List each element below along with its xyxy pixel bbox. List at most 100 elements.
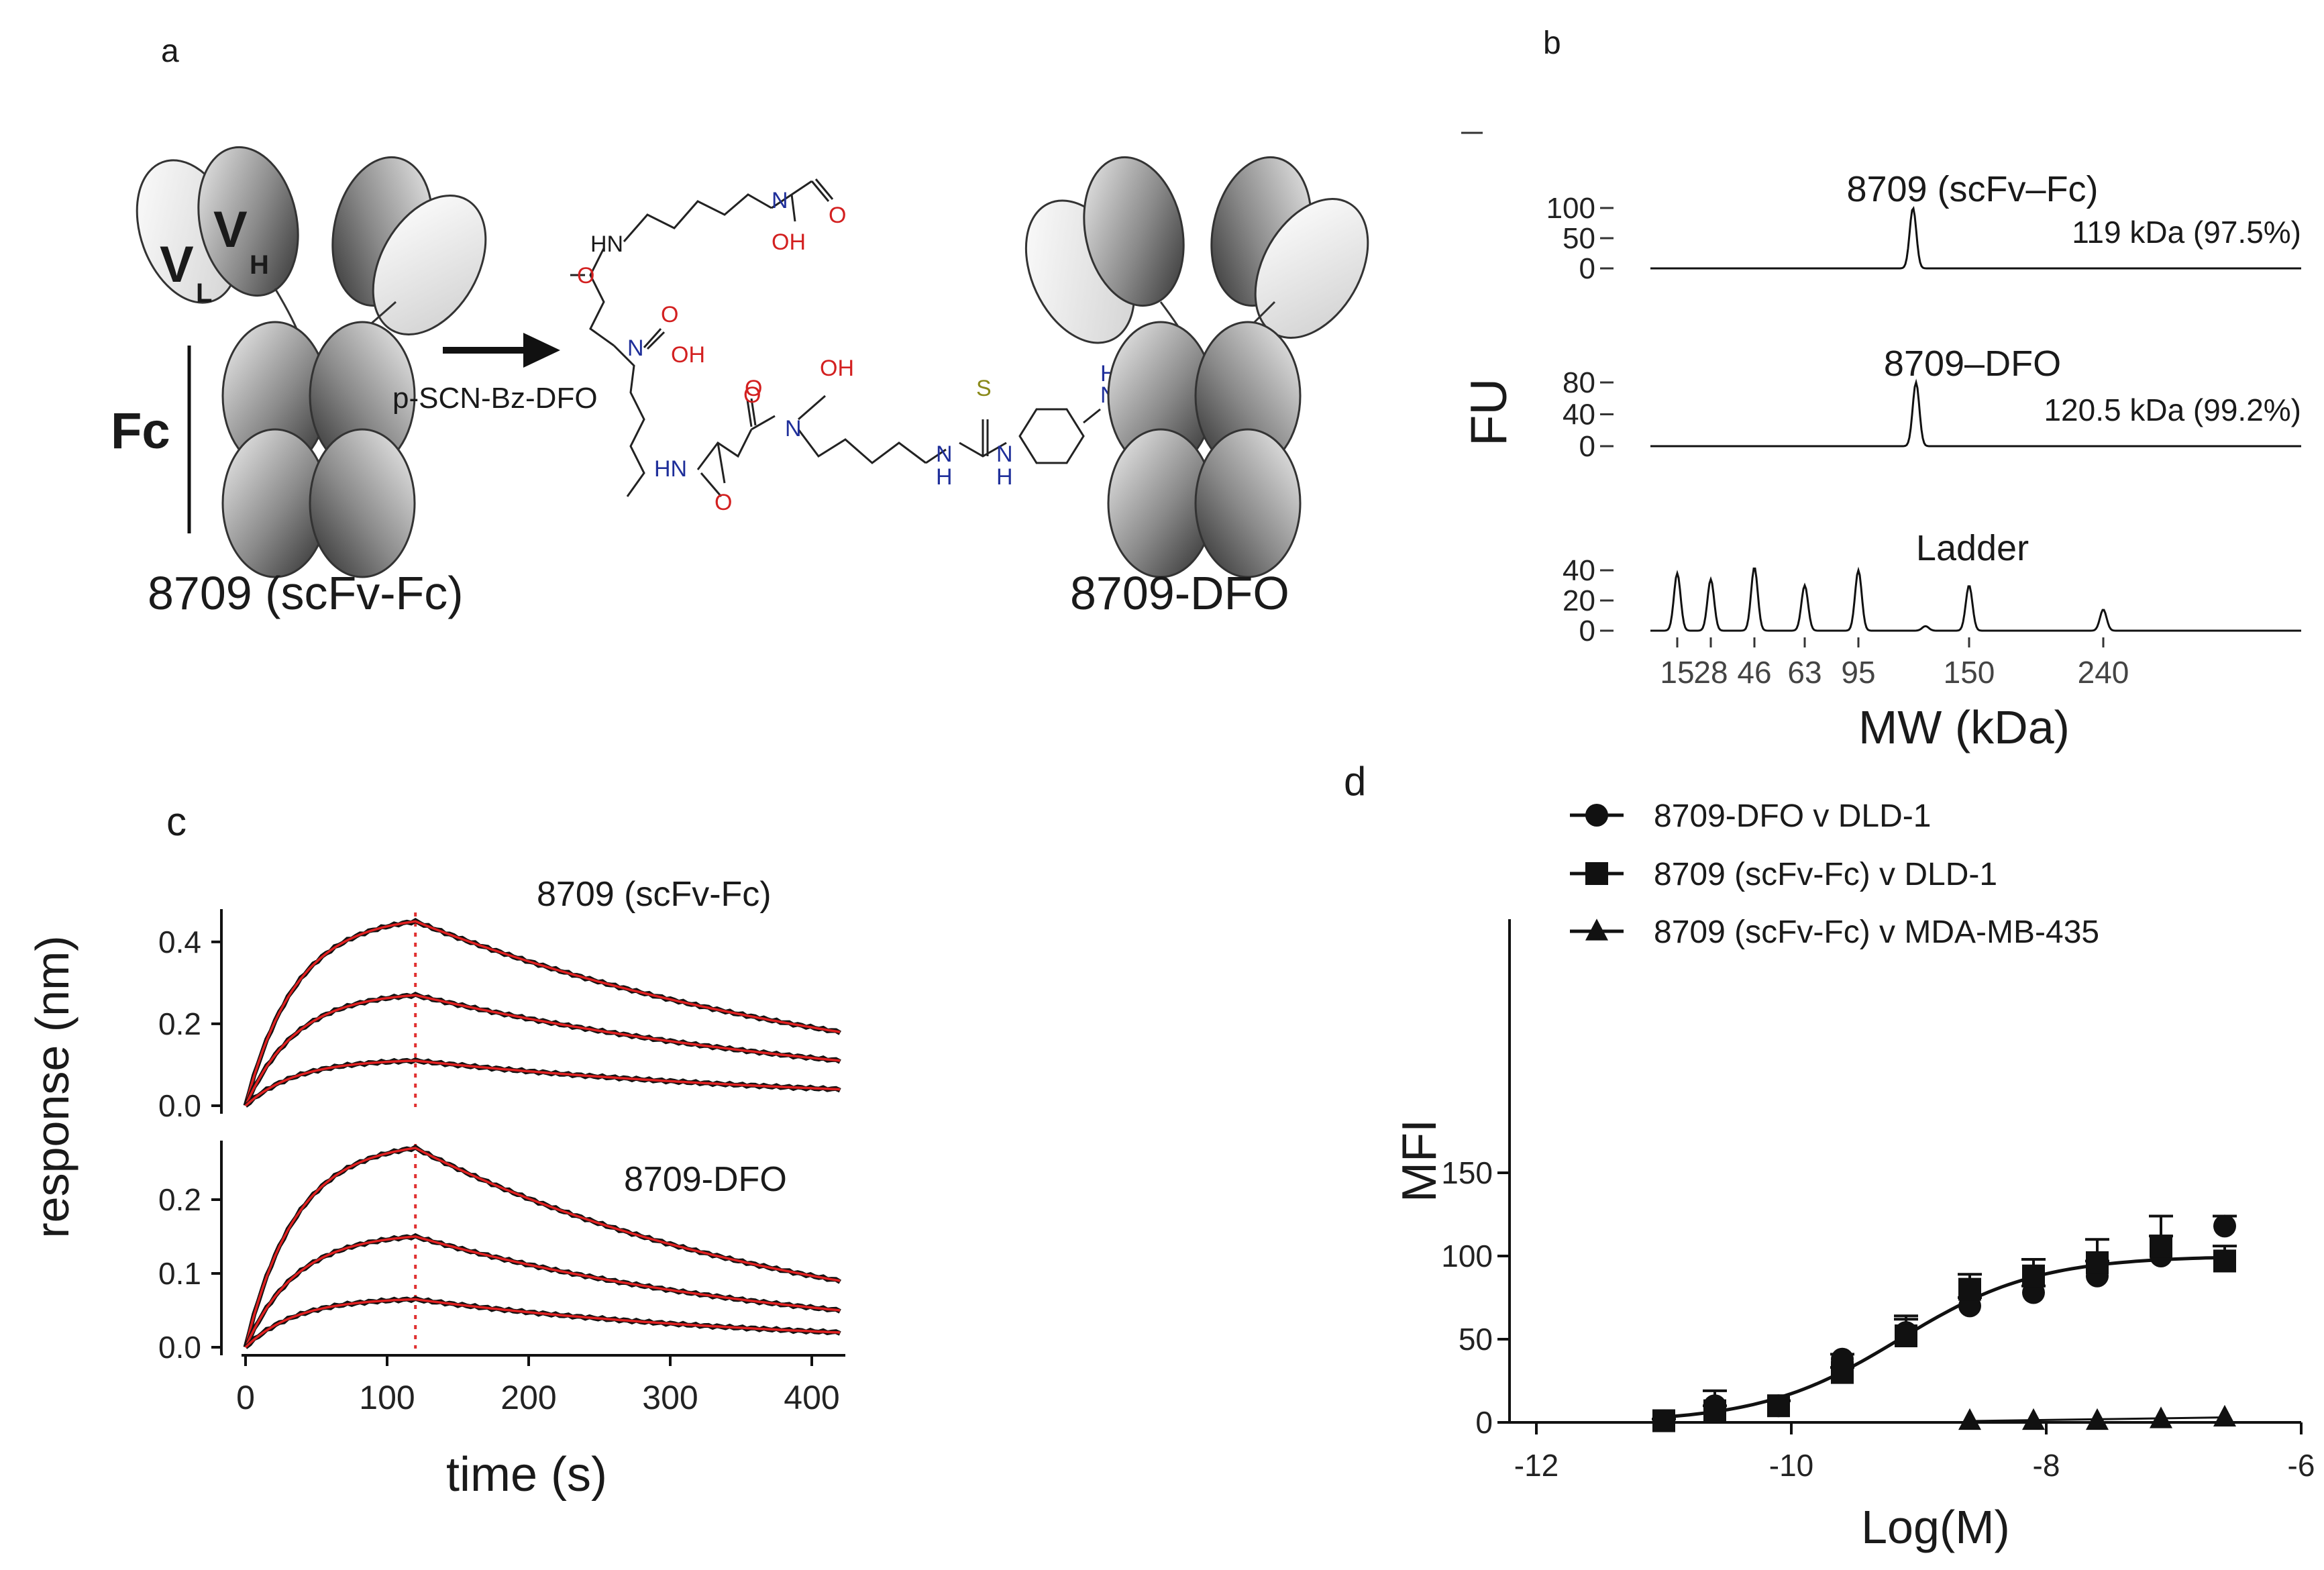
x-tick-label: -6 (2288, 1448, 2315, 1483)
fc-label: Fc (111, 403, 170, 460)
x-tick-label: -8 (2033, 1448, 2060, 1483)
trace-annotation: 119 kDa (97.5%) (2072, 215, 2301, 250)
trace-annotation: 120.5 kDa (99.2%) (2044, 392, 2301, 427)
marker-triangle (2150, 1406, 2172, 1428)
bioanalyzer-traces: 8709 (scFv–Fc)119 kDa (97.5%)1005008709–… (1546, 169, 2301, 690)
marker-triangle (1958, 1408, 1981, 1430)
fit-curve (1663, 1255, 2225, 1419)
marker-triangle (2022, 1408, 2045, 1430)
y-tick-label: 0.2 (158, 1006, 201, 1041)
x-tick-label: 400 (784, 1379, 839, 1416)
vl-subscript: L (196, 278, 212, 308)
marker-circle (2213, 1214, 2236, 1238)
y-tick-label: 50 (1563, 222, 1595, 255)
atom-label: N (627, 335, 644, 361)
y-tick-label: 40 (1563, 399, 1595, 431)
x-tick-label: 300 (642, 1379, 698, 1416)
marker-square (1831, 1361, 1854, 1384)
y-tick-label: 50 (1459, 1322, 1493, 1357)
marker-square (1895, 1324, 1917, 1348)
sensorgram-fit-line (244, 920, 841, 1106)
panel-c-bottom-title: 8709-DFO (624, 1160, 787, 1199)
domain-labels: V L V H Fc (111, 201, 269, 460)
marker-square (1958, 1277, 1981, 1301)
dfo-chemical-structure (570, 178, 1165, 497)
x-tick-label: 100 (359, 1379, 415, 1416)
x-tick-label: 240 (2078, 655, 2129, 690)
y-tick-label: 0.4 (158, 925, 201, 959)
atom-label: H (996, 464, 1013, 490)
panel-d: d MFI 150 100 50 0 -12 -10 -8 -6 8709-DFO v DLD… (1344, 759, 2315, 1553)
y-tick-label: 0.1 (158, 1256, 201, 1291)
trace-title: 8709–DFO (1884, 344, 2061, 384)
vh-label: V (213, 201, 248, 258)
x-tick-label: 46 (1737, 655, 1771, 690)
atom-label: S (976, 376, 992, 401)
antibody-dfo-illustration (1024, 156, 1369, 578)
sensorgram-fit-line (244, 1147, 841, 1348)
reaction-arrow (443, 333, 560, 368)
atom-label: HN (590, 231, 623, 257)
atom-label: O (577, 263, 594, 289)
atom-label: N (936, 441, 953, 467)
y-tick-label: 150 (1441, 1155, 1493, 1190)
x-tick-label: -10 (1769, 1448, 1813, 1483)
x-tick-label: 15 (1660, 655, 1694, 690)
atom-label: O (829, 203, 846, 228)
x-tick-label: 0 (236, 1379, 255, 1416)
atom-label: OH (820, 356, 854, 381)
marker-square (2213, 1249, 2236, 1273)
y-tick-label: 40 (1563, 554, 1595, 587)
panel-b: b FU 8709 (scFv–Fc)119 kDa (97.5%)100500… (1461, 25, 2301, 753)
atom-label: N (772, 188, 788, 213)
atom-label: N (785, 416, 802, 441)
atom-label: O (743, 382, 761, 408)
atom-label: HN (654, 456, 687, 482)
x-tick-label: 95 (1841, 655, 1875, 690)
y-tick-label: 0.2 (158, 1182, 201, 1217)
antibody-scfv-fc-illustration (136, 146, 487, 578)
y-tick-label: 100 (1441, 1239, 1493, 1273)
x-tick-label: -12 (1514, 1448, 1559, 1483)
panel-a-label: a (161, 34, 179, 69)
y-tick-label: 100 (1546, 192, 1595, 225)
marker-triangle (1585, 919, 1608, 941)
antibody-left-name: 8709 (scFv-Fc) (148, 567, 464, 619)
marker-square (2086, 1251, 2109, 1274)
marker-square (1703, 1399, 1726, 1422)
atom-label: O (661, 302, 678, 327)
marker-square (1767, 1394, 1790, 1418)
marker-circle (1585, 804, 1608, 827)
y-tick-label: 0 (1579, 252, 1595, 285)
y-tick-label: 0 (1579, 615, 1595, 647)
panel-c-top-title: 8709 (scFv-Fc) (537, 875, 772, 914)
antibody-right-name: 8709-DFO (1070, 567, 1289, 619)
trace-line (1650, 378, 2301, 448)
y-tick-label: 0.0 (158, 1330, 201, 1365)
reagent-label: p-SCN-Bz-DFO (392, 382, 598, 415)
kinetics-plots: 0.4 0.2 0.0 0.2 0.1 0.0 0 100 200 300 400 (158, 909, 845, 1416)
panel-c-label: c (166, 799, 187, 844)
panel-c: c response (nm) 0.4 0.2 0.0 0.2 0.1 0.0 0 100 20… (26, 799, 845, 1502)
y-tick-label: 0 (1475, 1405, 1493, 1440)
x-tick-label: 28 (1693, 655, 1728, 690)
atom-label: OH (772, 229, 806, 255)
panel-b-ylabel: FU (1461, 378, 1518, 446)
panel-d-label: d (1344, 759, 1366, 804)
sensorgram-fit-line (244, 1059, 841, 1107)
y-tick-label: 0 (1579, 430, 1595, 463)
trace-title: Ladder (1916, 528, 2029, 568)
trace-line (1650, 566, 2301, 632)
vl-label: V (160, 236, 194, 293)
sensorgram-fit-line (244, 994, 841, 1106)
marker-square (2022, 1264, 2045, 1288)
binding-curve-plot: 150 100 50 0 -12 -10 -8 -6 (1441, 919, 2315, 1483)
marker-square (2150, 1235, 2172, 1258)
y-tick-label: 0.0 (158, 1088, 201, 1123)
panel-b-label: b (1543, 25, 1561, 61)
panel-d-legend: 8709-DFO v DLD-1 8709 (scFv-Fc) v DLD-1 87… (1570, 798, 2099, 950)
panel-d-xlabel: Log(M) (1861, 1501, 2010, 1553)
sensorgram-fit-line (244, 1298, 841, 1349)
trace-title: 8709 (scFv–Fc) (1846, 169, 2098, 209)
